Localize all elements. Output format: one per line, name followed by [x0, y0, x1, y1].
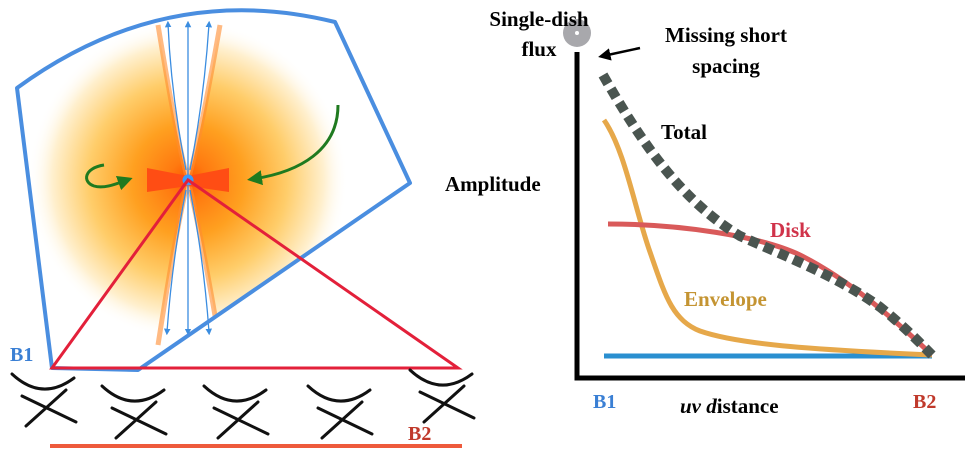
outflow-cavity-bottom	[158, 180, 220, 345]
baseline-length-bar	[50, 444, 462, 448]
right-panel: Single-dish flux Missing short spacing A…	[445, 7, 965, 418]
missing-spacing-arrow-icon	[598, 46, 641, 61]
infall-arrow-icon	[247, 104, 340, 186]
outflow-arrows	[163, 20, 213, 336]
baseline-b2-label: B2	[408, 423, 431, 445]
x-axis-b2-label: B2	[913, 391, 936, 413]
x-axis-label-italic: uv d	[680, 394, 717, 418]
single-dish-point-center	[575, 31, 579, 35]
x-axis-label: uv distance	[680, 394, 779, 418]
outflow-cavity-top	[158, 25, 220, 180]
single-dish-label-line2: flux	[521, 37, 557, 61]
outflow-arrow-down-right	[189, 189, 213, 336]
missing-spacing-label-line1: Missing short	[665, 23, 787, 47]
envelope-curve	[601, 118, 933, 358]
total-curve-label: Total	[661, 120, 707, 144]
x-axis-label-rest: istance	[717, 394, 779, 418]
plot-axes	[574, 52, 965, 381]
baseline-triangle	[49, 177, 463, 370]
antenna-dish-icon	[10, 372, 78, 428]
field-of-view-outline	[15, 8, 412, 372]
total-curve	[598, 72, 936, 359]
outflow-arrow-up-right	[189, 20, 213, 171]
antenna-array	[10, 368, 476, 440]
single-dish-label-line1: Single-dish	[489, 7, 589, 31]
disk-curve-label: Disk	[770, 218, 811, 242]
missing-spacing-label-line2: spacing	[692, 54, 760, 78]
envelope-curve-label: Envelope	[684, 287, 767, 311]
antenna-dish-icon	[408, 368, 476, 424]
antenna-dish-icon	[202, 384, 270, 440]
antenna-dish-icon	[306, 384, 374, 440]
left-panel: B1 B2	[10, 8, 476, 448]
rotation-arrow-icon	[85, 163, 133, 191]
y-axis-label: Amplitude	[445, 172, 541, 196]
outflow-arrow-down-left	[163, 189, 187, 336]
x-axis-b1-label: B1	[593, 391, 616, 413]
outflow-arrow-up-left	[164, 20, 187, 171]
antenna-dish-icon	[100, 384, 168, 440]
baseline-b1-label: B1	[10, 344, 33, 366]
